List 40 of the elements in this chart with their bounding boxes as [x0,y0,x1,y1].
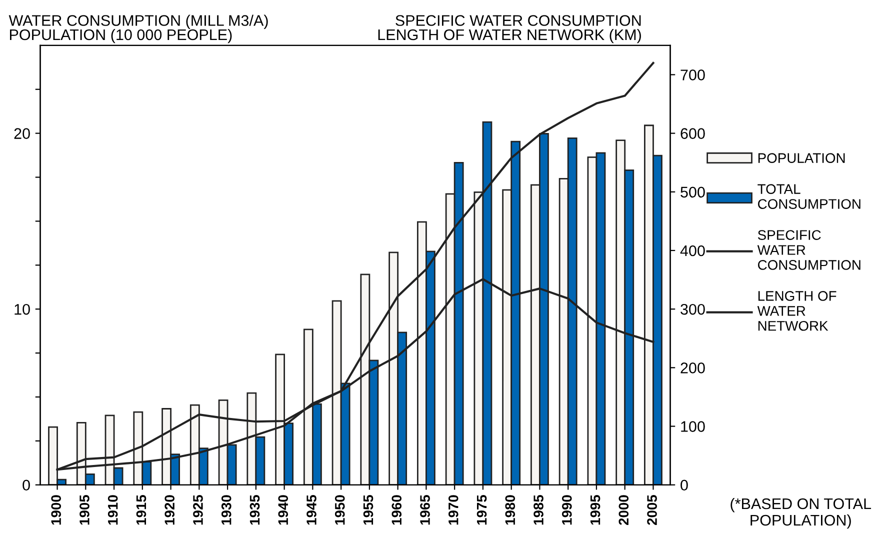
y-tick-label: 10 [14,304,30,315]
x-tick-label: 1970 [448,495,458,525]
x-tick-label: 1900 [51,495,62,525]
x-tick-label: 1945 [306,494,316,525]
y2-tick-label: 400 [680,245,705,256]
y-axis-title: WATER CONSUMPTION (MILL M3/A) POPULATION (10 000 PEOPLE) [8,14,268,44]
y2-tick-label: 500 [680,186,705,198]
x-tick-label: 1995 [590,494,600,525]
x-tick-label: 1990 [562,495,572,525]
legend-label: POPULATION [758,153,845,163]
x-tick-label: 1905 [80,494,90,525]
y2-tick-label: 700 [680,70,705,80]
y-tick-label: 0 [22,480,30,491]
x-tick-label: 1925 [193,494,203,525]
x-tick-label: 1935 [250,494,260,525]
x-tick-label: 1915 [136,494,146,525]
text: (*BASED ON TOTAL POPULATION) [730,498,872,529]
x-tick-label: 1940 [278,495,288,525]
y2-tick-label: 600 [680,128,705,139]
x-tick-label: 1920 [164,495,175,525]
x-tick-label: 1955 [363,494,374,525]
y-tick-label: 20 [14,128,30,139]
x-tick-label: 2005 [647,494,657,526]
y2-tick-label: 0 [680,480,688,491]
y2-tick-label: 100 [681,421,705,432]
x-tick-label: 1910 [108,495,118,525]
x-tick-label: 1930 [221,495,232,525]
legend-label: LENGTH OF WATER NETWORK [757,291,836,331]
y2-tick-label: 300 [680,304,705,315]
x-tick-label: 1960 [392,495,402,525]
x-tick-label: 1965 [420,494,430,525]
x-tick-label: 1950 [334,495,345,525]
x-tick-label: 2000 [618,495,629,526]
legend-label: TOTAL CONSUMPTION [758,184,860,209]
x-tick-label: 1980 [505,495,516,525]
x-tick-label: 1975 [476,494,487,525]
y2-tick-label: 200 [680,362,705,374]
x-tick-label: 1985 [534,494,544,525]
legend-label: SPECIFIC WATER CONSUMPTION [757,230,860,270]
y2-axis-title: SPECIFIC WATER CONSUMPTION LENGTH OF WATER NETWORK (KM) [378,15,641,44]
